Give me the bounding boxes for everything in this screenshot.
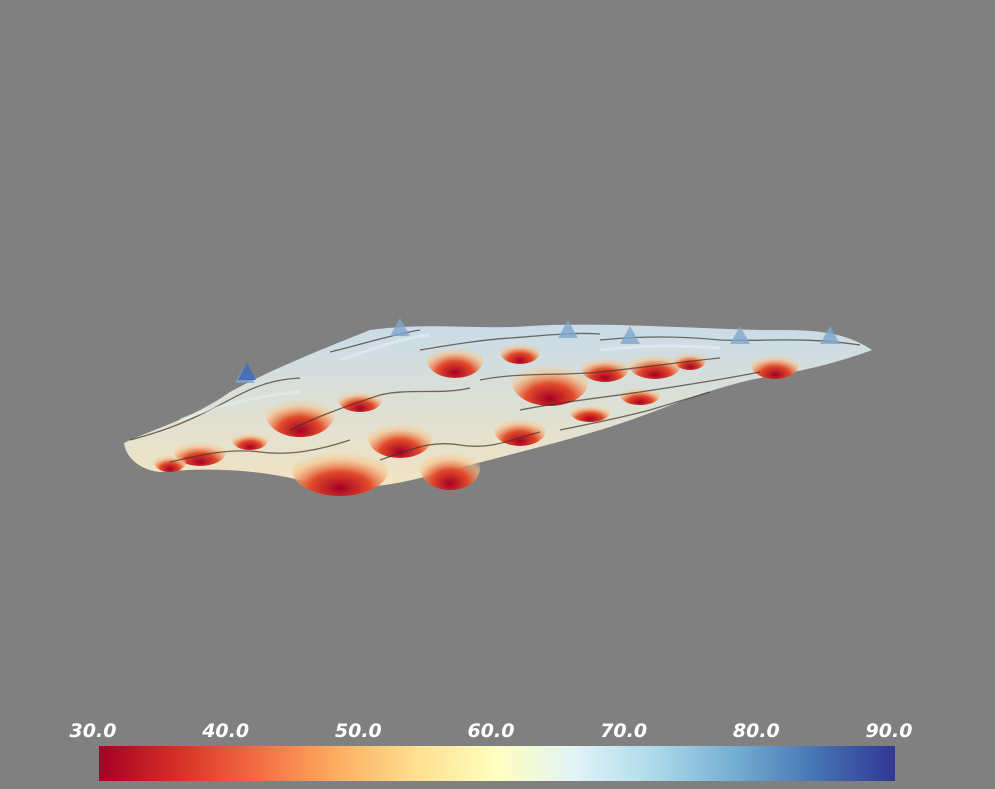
tick-label: 50.0 bbox=[334, 720, 382, 742]
tick-label: 40.0 bbox=[202, 720, 250, 742]
tick-label: 70.0 bbox=[600, 720, 648, 742]
scalar-bar-colormap bbox=[99, 746, 895, 781]
tick-label: 80.0 bbox=[732, 720, 780, 742]
tick-label: 60.0 bbox=[467, 720, 515, 742]
tick-label: 30.0 bbox=[69, 720, 117, 742]
tick-label: 90.0 bbox=[865, 720, 913, 742]
